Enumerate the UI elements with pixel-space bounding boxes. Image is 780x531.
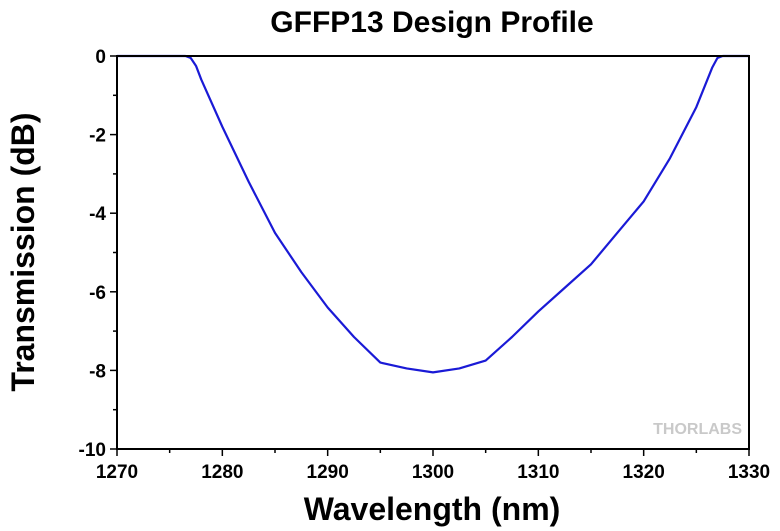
y-tick-label: -8 xyxy=(89,361,106,382)
x-axis-title: Wavelength (nm) xyxy=(304,491,561,527)
y-tick-label: -2 xyxy=(89,126,106,147)
y-tick-label: -6 xyxy=(89,283,106,304)
axis-ticks xyxy=(110,55,750,456)
y-axis-title: Transmission (dB) xyxy=(5,112,41,391)
y-tick-label: -4 xyxy=(89,204,106,225)
plot-frame xyxy=(116,55,750,450)
tick-labels: 1270 1280 1290 1300 1310 1320 1330 0 -2 -4 -6 -8 -10 xyxy=(79,47,771,483)
y-tick-label: -10 xyxy=(79,440,106,461)
x-tick-label: 1280 xyxy=(201,462,243,483)
x-tick-label: 1290 xyxy=(307,462,349,483)
x-tick-label: 1330 xyxy=(728,462,770,483)
thorlabs-watermark: THORLABS xyxy=(653,421,742,438)
x-tick-label: 1310 xyxy=(517,462,559,483)
x-tick-label: 1300 xyxy=(412,462,454,483)
chart-title: GFFP13 Design Profile xyxy=(270,6,593,39)
series-line xyxy=(117,54,749,374)
x-tick-label: 1270 xyxy=(96,462,138,483)
y-tick-label: 0 xyxy=(95,47,106,68)
x-tick-label: 1320 xyxy=(623,462,665,483)
